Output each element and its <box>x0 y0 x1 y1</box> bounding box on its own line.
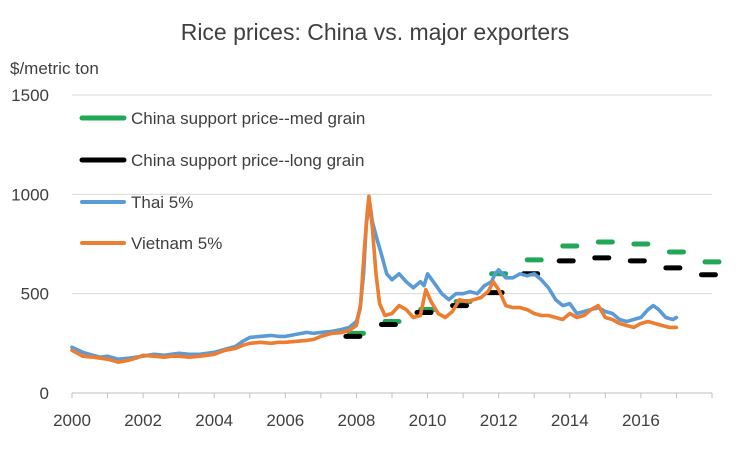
x-tick-label: 2016 <box>622 411 660 430</box>
y-tick-label: 0 <box>40 384 49 403</box>
series-line-3 <box>70 194 679 364</box>
y-tick-label: 1500 <box>11 86 49 105</box>
y-axis-unit-label: $/metric ton <box>10 59 99 78</box>
axes: 0 500 1000 1500 2000 2002 2004 2006 2008 2010 2012… <box>11 86 713 430</box>
x-tick-label: 2000 <box>53 411 91 430</box>
legend-label: Vietnam 5% <box>131 234 222 253</box>
legend-label: Thai 5% <box>131 193 193 212</box>
x-tick-label: 2014 <box>551 411 589 430</box>
gridlines <box>72 94 712 295</box>
legend-label: China support price--med grain <box>131 109 365 128</box>
x-tick-label: 2012 <box>480 411 518 430</box>
series-line-2 <box>70 202 679 361</box>
series <box>70 194 722 364</box>
y-tick-label: 1000 <box>11 185 49 204</box>
x-tick-label: 2008 <box>338 411 376 430</box>
y-tick-label: 500 <box>21 285 49 304</box>
legend-label: China support price--long grain <box>131 151 364 170</box>
legend: China support price--med grain China supp… <box>79 109 365 253</box>
chart-title: Rice prices: China vs. major exporters <box>181 19 570 45</box>
x-tick-label: 2010 <box>409 411 447 430</box>
x-tick-label: 2002 <box>124 411 162 430</box>
x-tick-label: 2006 <box>266 411 304 430</box>
x-tick-label: 2004 <box>195 411 233 430</box>
